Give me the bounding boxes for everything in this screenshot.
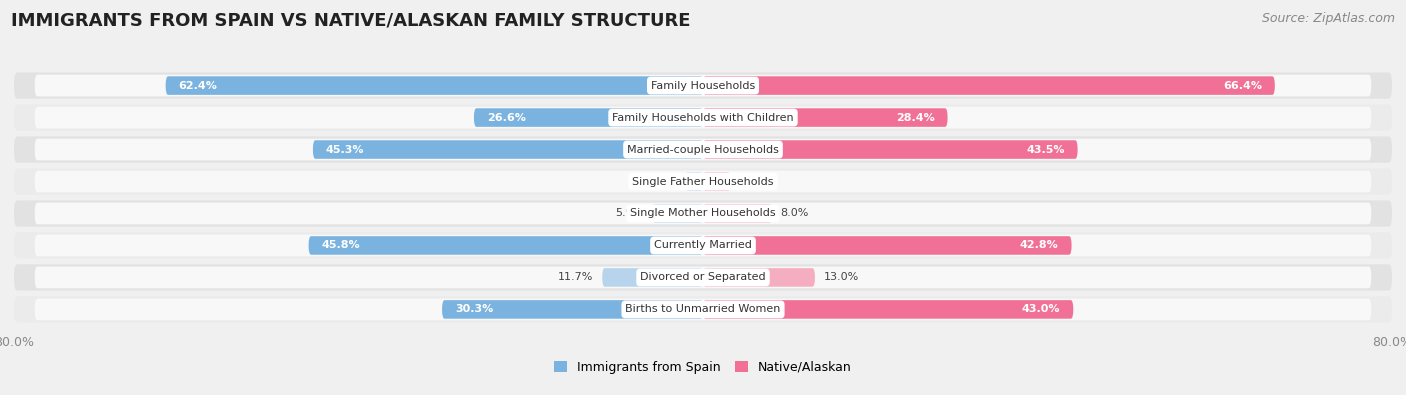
FancyBboxPatch shape	[703, 204, 772, 223]
Text: 5.9%: 5.9%	[616, 209, 644, 218]
Text: 26.6%: 26.6%	[486, 113, 526, 122]
Text: Source: ZipAtlas.com: Source: ZipAtlas.com	[1261, 12, 1395, 25]
FancyBboxPatch shape	[14, 72, 1392, 99]
Text: Births to Unmarried Women: Births to Unmarried Women	[626, 305, 780, 314]
Text: Currently Married: Currently Married	[654, 241, 752, 250]
Text: 43.5%: 43.5%	[1026, 145, 1064, 154]
FancyBboxPatch shape	[35, 203, 1371, 224]
FancyBboxPatch shape	[14, 104, 1392, 131]
Text: Married-couple Households: Married-couple Households	[627, 145, 779, 154]
FancyBboxPatch shape	[35, 139, 1371, 160]
Text: 2.1%: 2.1%	[648, 177, 676, 186]
Text: 43.0%: 43.0%	[1022, 305, 1060, 314]
Text: 11.7%: 11.7%	[558, 273, 593, 282]
Text: 13.0%: 13.0%	[824, 273, 859, 282]
FancyBboxPatch shape	[703, 268, 815, 287]
Text: 45.8%: 45.8%	[322, 241, 360, 250]
FancyBboxPatch shape	[14, 200, 1392, 227]
FancyBboxPatch shape	[14, 136, 1392, 163]
FancyBboxPatch shape	[35, 75, 1371, 96]
Legend: Immigrants from Spain, Native/Alaskan: Immigrants from Spain, Native/Alaskan	[554, 361, 852, 374]
Text: Family Households with Children: Family Households with Children	[612, 113, 794, 122]
Text: 42.8%: 42.8%	[1019, 241, 1059, 250]
FancyBboxPatch shape	[703, 236, 1071, 255]
FancyBboxPatch shape	[14, 296, 1392, 323]
Text: 62.4%: 62.4%	[179, 81, 218, 90]
FancyBboxPatch shape	[35, 171, 1371, 192]
FancyBboxPatch shape	[441, 300, 703, 319]
FancyBboxPatch shape	[14, 264, 1392, 291]
FancyBboxPatch shape	[314, 140, 703, 159]
Text: IMMIGRANTS FROM SPAIN VS NATIVE/ALASKAN FAMILY STRUCTURE: IMMIGRANTS FROM SPAIN VS NATIVE/ALASKAN …	[11, 12, 690, 30]
FancyBboxPatch shape	[602, 268, 703, 287]
FancyBboxPatch shape	[685, 172, 703, 191]
Text: 66.4%: 66.4%	[1223, 81, 1263, 90]
FancyBboxPatch shape	[35, 235, 1371, 256]
FancyBboxPatch shape	[474, 108, 703, 127]
Text: 3.2%: 3.2%	[740, 177, 768, 186]
Text: 30.3%: 30.3%	[456, 305, 494, 314]
FancyBboxPatch shape	[703, 300, 1073, 319]
Text: Divorced or Separated: Divorced or Separated	[640, 273, 766, 282]
FancyBboxPatch shape	[703, 140, 1077, 159]
FancyBboxPatch shape	[35, 107, 1371, 128]
Text: 45.3%: 45.3%	[326, 145, 364, 154]
Text: 28.4%: 28.4%	[896, 113, 935, 122]
FancyBboxPatch shape	[166, 76, 703, 95]
FancyBboxPatch shape	[652, 204, 703, 223]
FancyBboxPatch shape	[703, 172, 731, 191]
FancyBboxPatch shape	[14, 232, 1392, 259]
FancyBboxPatch shape	[14, 168, 1392, 195]
FancyBboxPatch shape	[703, 76, 1275, 95]
FancyBboxPatch shape	[35, 267, 1371, 288]
Text: 8.0%: 8.0%	[780, 209, 808, 218]
Text: Family Households: Family Households	[651, 81, 755, 90]
Text: Single Mother Households: Single Mother Households	[630, 209, 776, 218]
FancyBboxPatch shape	[308, 236, 703, 255]
Text: Single Father Households: Single Father Households	[633, 177, 773, 186]
FancyBboxPatch shape	[703, 108, 948, 127]
FancyBboxPatch shape	[35, 299, 1371, 320]
